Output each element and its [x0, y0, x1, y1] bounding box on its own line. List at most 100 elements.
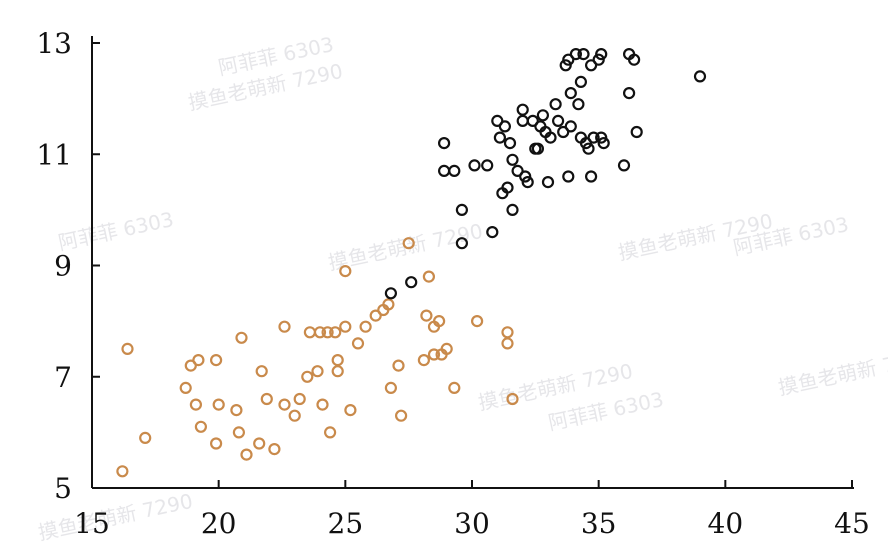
- data-point: [116, 465, 129, 478]
- data-point: [549, 98, 562, 111]
- data-point: [392, 359, 405, 372]
- data-point: [584, 170, 598, 183]
- data-point: [617, 159, 631, 172]
- data-point: [301, 370, 314, 383]
- data-point: [232, 426, 245, 439]
- data-point: [210, 437, 223, 450]
- data-point: [192, 354, 205, 367]
- data-point: [622, 86, 636, 100]
- data-point: [511, 164, 524, 177]
- data-point: [288, 409, 301, 422]
- y-tick-label: 13: [36, 27, 72, 60]
- data-point: [521, 176, 534, 189]
- data-point: [382, 298, 395, 311]
- data-point: [448, 381, 461, 394]
- data-point: [501, 326, 514, 339]
- data-point: [235, 331, 248, 344]
- data-point: [506, 392, 519, 406]
- x-tick-label: 35: [581, 507, 617, 540]
- data-point: [455, 237, 468, 250]
- data-points: [116, 47, 707, 478]
- data-point: [501, 337, 514, 350]
- data-point: [293, 392, 306, 406]
- x-tick-label: 25: [328, 507, 364, 540]
- data-point: [278, 398, 291, 411]
- data-point: [557, 125, 570, 139]
- data-point: [210, 354, 223, 367]
- data-point: [448, 164, 461, 177]
- data-point: [506, 203, 519, 216]
- data-point: [179, 381, 192, 394]
- x-tick-label: 15: [74, 507, 110, 540]
- data-point: [551, 114, 565, 128]
- data-point: [339, 265, 352, 278]
- watermark-text: 阿菲菲 6303: [56, 207, 176, 255]
- data-point: [498, 120, 511, 133]
- data-point: [577, 47, 590, 61]
- x-tick-label: 30: [454, 507, 490, 540]
- data-point: [324, 426, 337, 439]
- watermark-text: 摸鱼老萌新 7290: [776, 344, 888, 400]
- data-point: [587, 131, 600, 144]
- data-point: [405, 276, 418, 289]
- data-point: [139, 431, 152, 444]
- x-tick-label: 20: [201, 507, 237, 540]
- data-point: [240, 448, 253, 461]
- data-point: [438, 164, 451, 177]
- data-point: [433, 315, 446, 328]
- data-point: [592, 53, 605, 66]
- y-tick-label: 7: [54, 361, 72, 394]
- data-point: [564, 86, 577, 100]
- data-point: [344, 404, 357, 417]
- data-point: [562, 170, 575, 183]
- data-point: [427, 348, 441, 361]
- data-point: [268, 443, 281, 456]
- data-point: [493, 131, 506, 144]
- data-point: [627, 53, 641, 66]
- data-point: [516, 114, 529, 128]
- data-point: [531, 142, 545, 155]
- data-point: [311, 365, 324, 378]
- data-point: [503, 137, 517, 150]
- data-point: [544, 131, 557, 144]
- data-point: [595, 47, 608, 61]
- data-point: [189, 398, 202, 411]
- data-point: [339, 320, 352, 333]
- data-point: [331, 365, 344, 378]
- data-point: [693, 70, 707, 83]
- y-tick-label: 11: [36, 138, 72, 171]
- data-point: [260, 392, 273, 406]
- y-tick-label: 5: [54, 472, 72, 505]
- data-point: [519, 170, 532, 183]
- data-point: [536, 109, 550, 122]
- data-point: [329, 326, 342, 339]
- data-point: [562, 53, 575, 66]
- data-point: [630, 125, 643, 139]
- data-point: [541, 176, 555, 189]
- y-tick-label: 9: [54, 250, 72, 283]
- data-point: [121, 342, 134, 355]
- data-point: [384, 381, 397, 394]
- data-point: [486, 226, 499, 239]
- data-point: [369, 309, 382, 322]
- data-point: [501, 181, 514, 194]
- data-point: [572, 98, 585, 111]
- data-point: [516, 103, 529, 116]
- series-2: [384, 47, 707, 300]
- data-point: [359, 320, 372, 333]
- data-point: [402, 237, 415, 250]
- data-point: [351, 337, 365, 350]
- data-point: [395, 409, 408, 422]
- data-point: [316, 398, 329, 411]
- axes: 15 20 25 30 35 40 45 5 7 9 11 13: [36, 27, 869, 540]
- x-tick-label: 40: [708, 507, 744, 540]
- data-point: [569, 47, 583, 61]
- data-point: [417, 354, 430, 367]
- data-point: [255, 365, 268, 378]
- data-point: [331, 354, 344, 367]
- data-point: [440, 342, 453, 355]
- data-point: [574, 75, 588, 89]
- data-point: [212, 398, 225, 411]
